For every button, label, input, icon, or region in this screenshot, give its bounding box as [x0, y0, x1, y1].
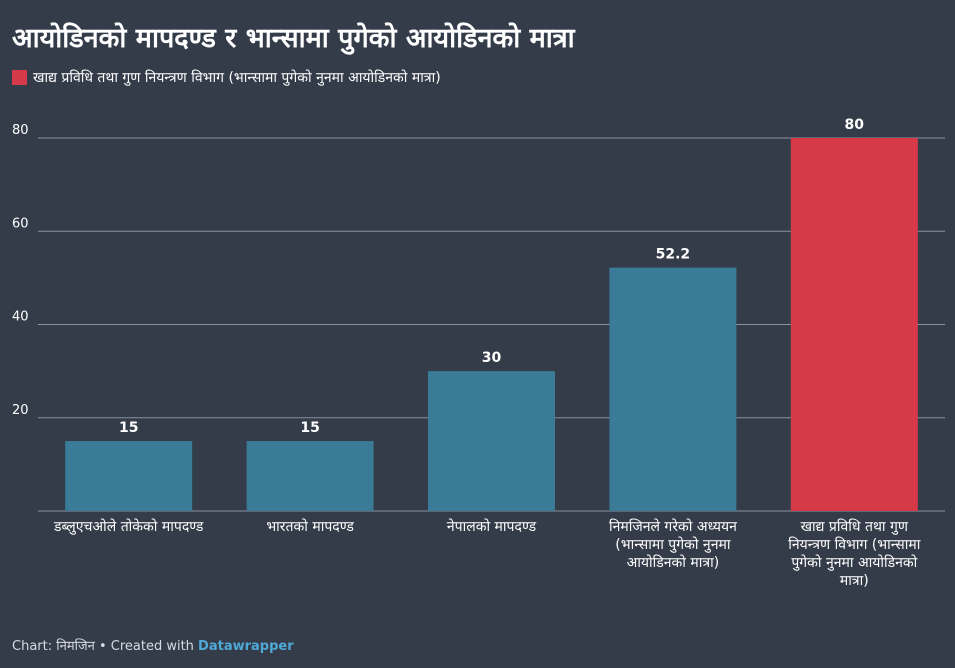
bar[interactable]: [428, 371, 555, 511]
x-tick-label: नेपालको मापदण्ड: [446, 519, 537, 535]
legend-swatch: [12, 70, 27, 85]
bar[interactable]: [609, 267, 737, 511]
x-tick-label: भारतको मापदण्ड: [266, 519, 354, 535]
legend: खाद्य प्रविधि तथा गुण नियन्त्रण विभाग (भ…: [12, 68, 441, 87]
x-tick-label: निमजिनले गरेको अध्ययन (भान्सामा पुगेको न…: [608, 519, 737, 571]
chart-title: आयोडिनको मापदण्ड र भान्सामा पुगेको आयोडि…: [12, 23, 575, 54]
legend-label: खाद्य प्रविधि तथा गुण नियन्त्रण विभाग (भ…: [33, 70, 441, 86]
bar[interactable]: [790, 138, 918, 511]
bar[interactable]: [65, 441, 193, 511]
y-tick-label: 60: [12, 216, 29, 231]
y-tick-label: 20: [12, 403, 29, 418]
bar-value-label: 52.2: [656, 247, 691, 263]
bar-value-label: 30: [482, 350, 502, 366]
y-tick-label: 40: [12, 310, 29, 325]
footer-credit: Chart: निमजिन • Created with: [12, 639, 199, 654]
y-tick-label: 80: [12, 123, 29, 138]
bar-value-label: 15: [119, 420, 138, 436]
bar-value-label: 80: [845, 117, 865, 133]
x-tick-label: खाद्य प्रविधि तथा गुण नियन्त्रण विभाग (भ…: [788, 519, 921, 589]
bar[interactable]: [246, 441, 374, 511]
datawrapper-link[interactable]: Datawrapper: [198, 639, 294, 654]
x-tick-label: डब्लुएचओले तोकेको मापदण्ड: [53, 519, 204, 535]
chart-footer: Chart: निमजिन • Created with Datawrapper: [12, 636, 294, 654]
bar-value-label: 15: [300, 420, 319, 436]
